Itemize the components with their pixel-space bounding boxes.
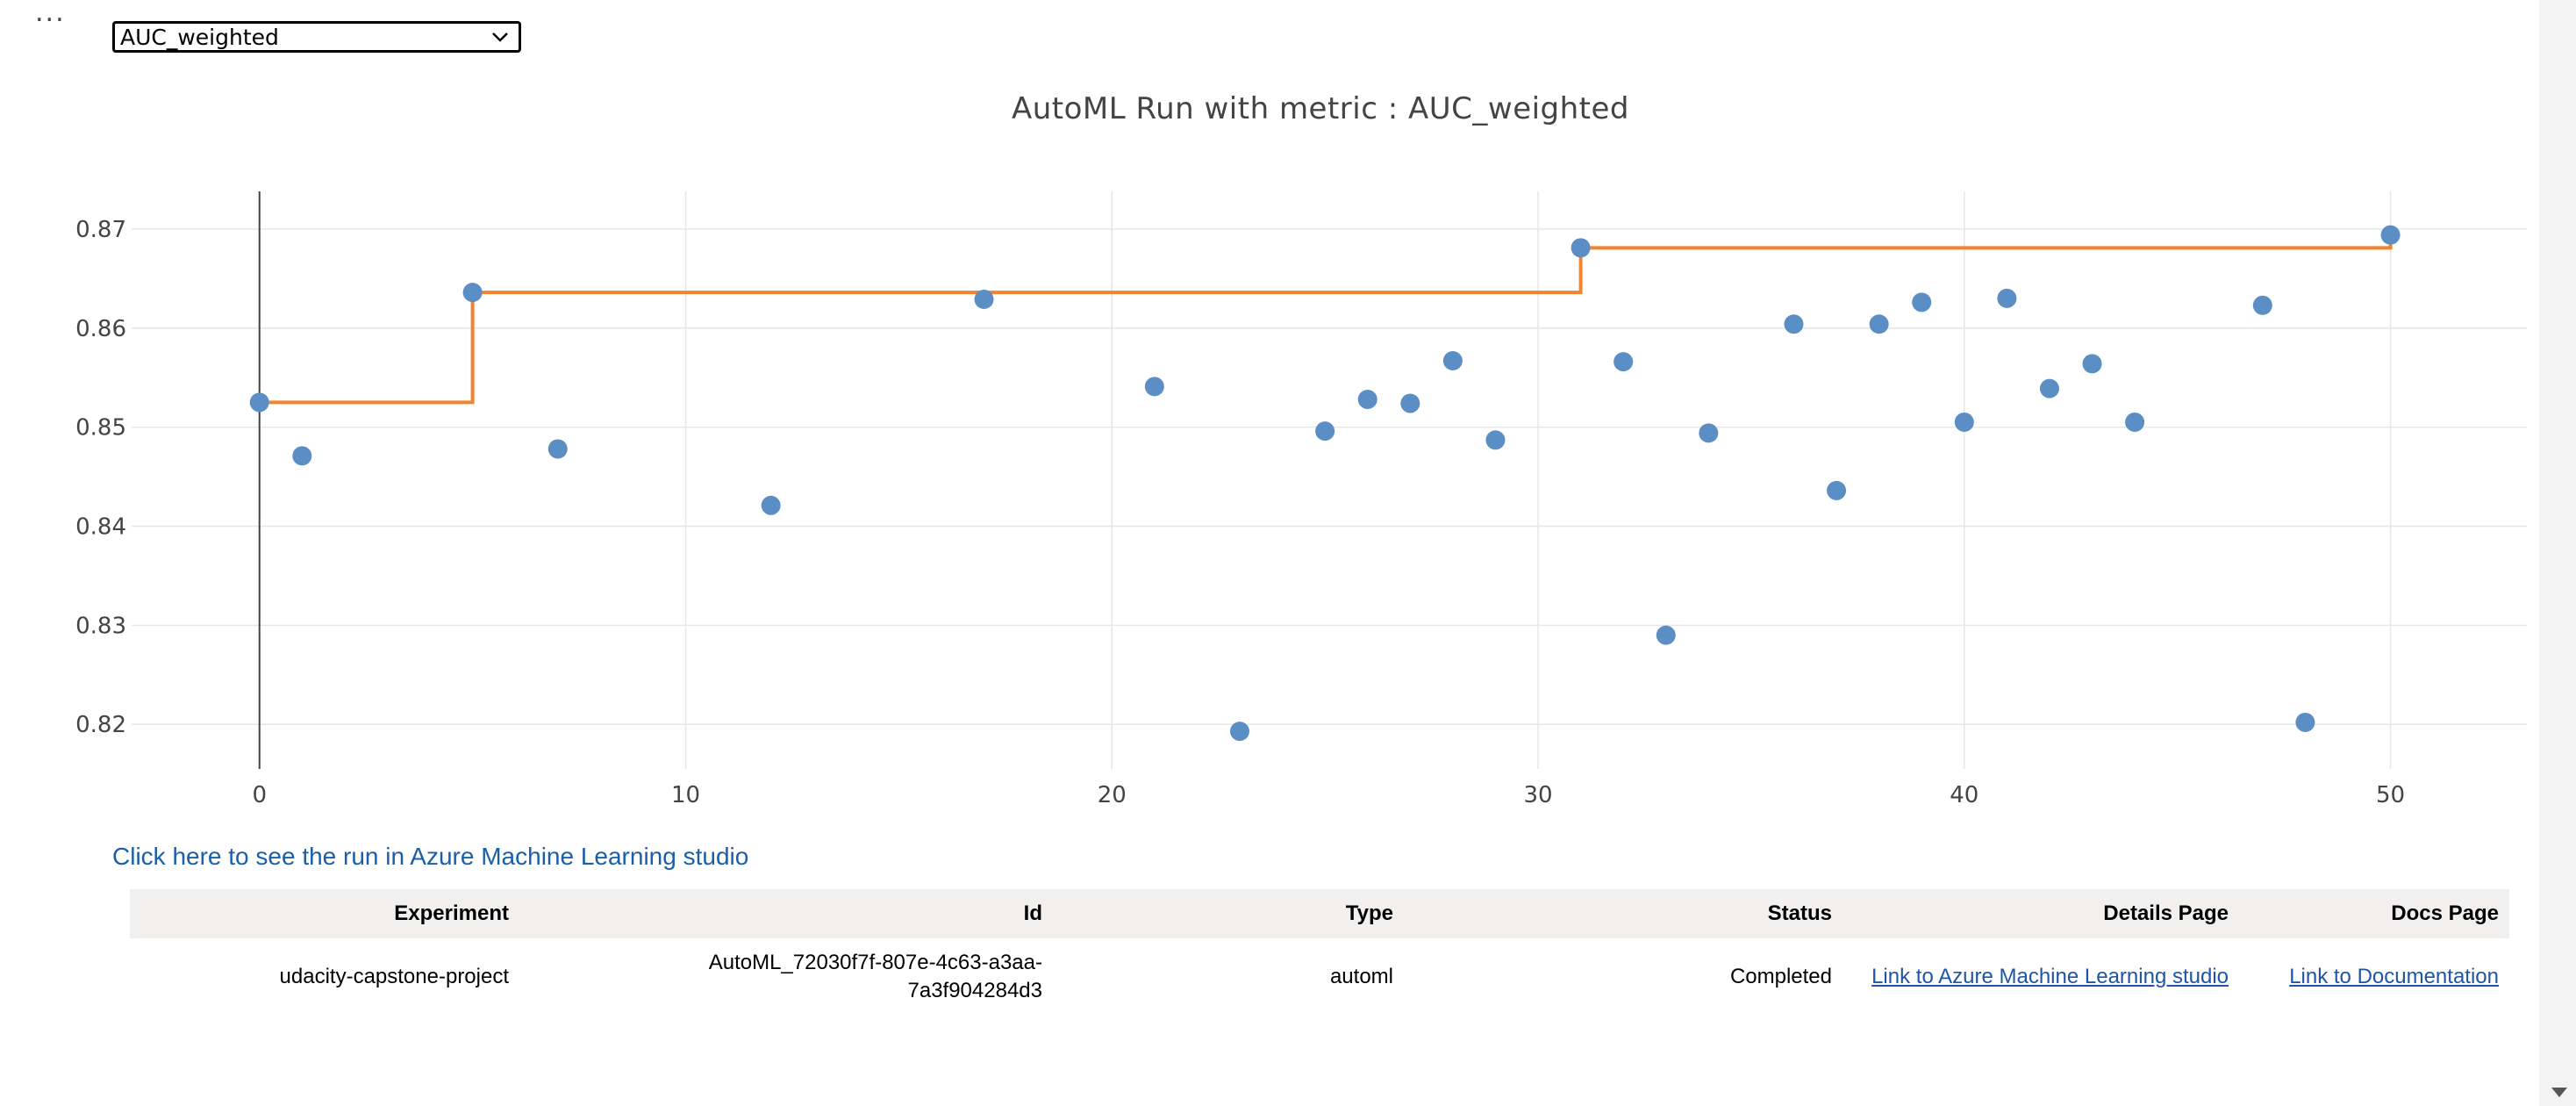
x-tick-label: 10 [671,782,700,808]
run-point [1699,423,1719,443]
header-experiment: Experiment [394,901,509,925]
cell-id-line2: 7a3f904284d3 [907,979,1043,1002]
run-point [1827,480,1847,500]
run-point [1357,390,1377,410]
scroll-down-arrow-icon[interactable] [2551,1088,2567,1097]
run-point [1400,393,1420,413]
run-point [1229,722,1249,742]
run-point [2125,412,2145,432]
header-id: Id [1023,901,1042,925]
run-point [1614,352,1634,372]
header-type: Type [1345,901,1393,925]
x-tick-label: 50 [2376,782,2405,808]
run-point [2295,712,2315,732]
run-point [974,290,994,310]
run-point [2380,225,2401,245]
header-details-page: Details Page [2103,901,2229,925]
header-status: Status [1767,901,1832,925]
vertical-scrollbar[interactable] [2539,0,2576,1106]
run-point [462,283,483,303]
chevron-down-icon [492,32,508,42]
cell-id: AutoML_72030f7f-807e-4c63-a3aa- 7a3f9042… [519,949,1053,1005]
run-point [292,446,312,466]
run-point [2039,378,2059,399]
y-tick-label: 0.83 [75,613,126,639]
run-point [2082,354,2102,374]
run-point [1144,377,1164,397]
run-point [1784,314,1804,334]
run-point [1656,625,1676,645]
run-point [1485,430,1506,450]
run-point [1912,292,1932,312]
docs-page-link[interactable]: Link to Documentation [2289,965,2499,988]
cell-status: Completed [1729,965,1832,988]
best-metric-step-line [259,234,2393,405]
x-tick-label: 20 [1098,782,1127,808]
run-point [1997,288,2017,308]
more-options-icon[interactable]: ... [35,0,66,28]
table-header: Experiment Id Type Status Details Page D… [130,889,2509,938]
run-point [1954,412,1974,432]
y-tick-label: 0.85 [75,415,126,442]
chart-title: AutoML Run with metric : AUC_weighted [1011,91,1630,126]
cell-docs-page: Link to Documentation [2239,965,2509,989]
cell-id-line1: AutoML_72030f7f-807e-4c63-a3aa- [708,951,1042,974]
cell-type: automl [1329,965,1393,988]
azure-studio-link[interactable]: Click here to see the run in Azure Machi… [112,843,749,870]
y-tick-label: 0.84 [75,514,126,540]
x-tick-label: 0 [252,782,267,808]
run-point [761,495,781,515]
run-point [1442,350,1463,370]
run-point [1315,421,1335,442]
run-table: Experiment Id Type Status Details Page D… [130,889,2509,1016]
cell-details-page: Link to Azure Machine Learning studio [1843,965,2239,989]
run-point [1571,238,1591,258]
x-tick-label: 40 [1950,782,1979,808]
table-row: udacity-capstone-project AutoML_72030f7f… [130,938,2509,1016]
y-tick-label: 0.87 [75,217,126,243]
y-tick-label: 0.82 [75,712,126,738]
run-point [2252,295,2272,315]
metric-select-value: AUC_weighted [120,24,279,50]
y-tick-label: 0.86 [75,316,126,342]
cell-experiment: udacity-capstone-project [279,965,509,988]
run-point [547,439,568,459]
run-point [1869,314,1889,334]
x-tick-label: 30 [1523,782,1552,808]
header-docs-page: Docs Page [2391,901,2499,925]
details-page-link[interactable]: Link to Azure Machine Learning studio [1871,965,2229,988]
chart-area[interactable]: 0.82 0.83 0.84 0.85 0.86 0.87 0 10 20 30 40 50 [0,0,2536,825]
metric-select[interactable]: AUC_weighted [112,21,521,53]
run-point [249,392,269,413]
